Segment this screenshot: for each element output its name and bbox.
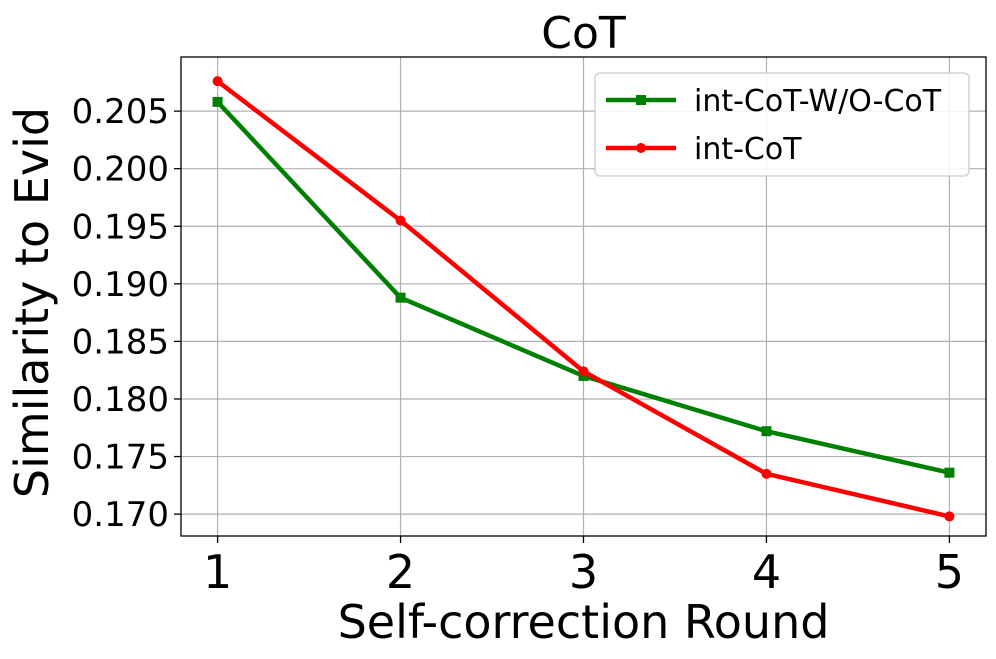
y-tick-label: 0.180 [72,380,169,420]
legend: int-CoT-W/O-CoT int-CoT [594,72,970,177]
tick-layer: 1 2 3 4 5 0.170 0.175 0.180 0.185 0.190 0.195 0.200… [72,92,964,599]
legend-marker [636,95,646,105]
y-tick-label: 0.200 [72,150,169,190]
y-tick-label: 0.170 [72,495,169,535]
legend-item-1: int-CoT-W/O-CoT [606,84,942,119]
x-tick-label: 2 [386,545,415,599]
x-tick-label: 5 [935,545,964,599]
y-tick-label: 0.190 [72,265,169,305]
data-point [578,366,589,377]
data-point [212,96,223,107]
data-point [212,76,223,87]
y-tick-label: 0.195 [72,207,169,247]
x-tick-label: 1 [203,545,232,599]
legend-label: int-CoT [694,132,802,167]
legend-item-2: int-CoT [606,132,802,167]
x-tick-label: 4 [752,545,781,599]
y-axis-label: Similarity to Evid [5,107,59,498]
data-point [395,292,406,303]
series-2 [212,76,955,522]
legend-label: int-CoT-W/O-CoT [694,84,942,119]
chart-title: CoT [541,8,626,59]
x-axis-label: Self-correction Round [338,595,830,649]
y-tick-label: 0.175 [72,438,169,478]
data-point [761,426,772,437]
data-point [944,511,955,522]
data-point [761,468,772,479]
legend-box [594,72,970,177]
legend-marker [636,143,646,153]
data-point [944,467,955,478]
x-tick-label: 3 [569,545,598,599]
y-tick-label: 0.205 [72,92,169,132]
y-tick-label: 0.185 [72,322,169,362]
data-point [395,215,406,226]
series-layer [212,76,955,522]
